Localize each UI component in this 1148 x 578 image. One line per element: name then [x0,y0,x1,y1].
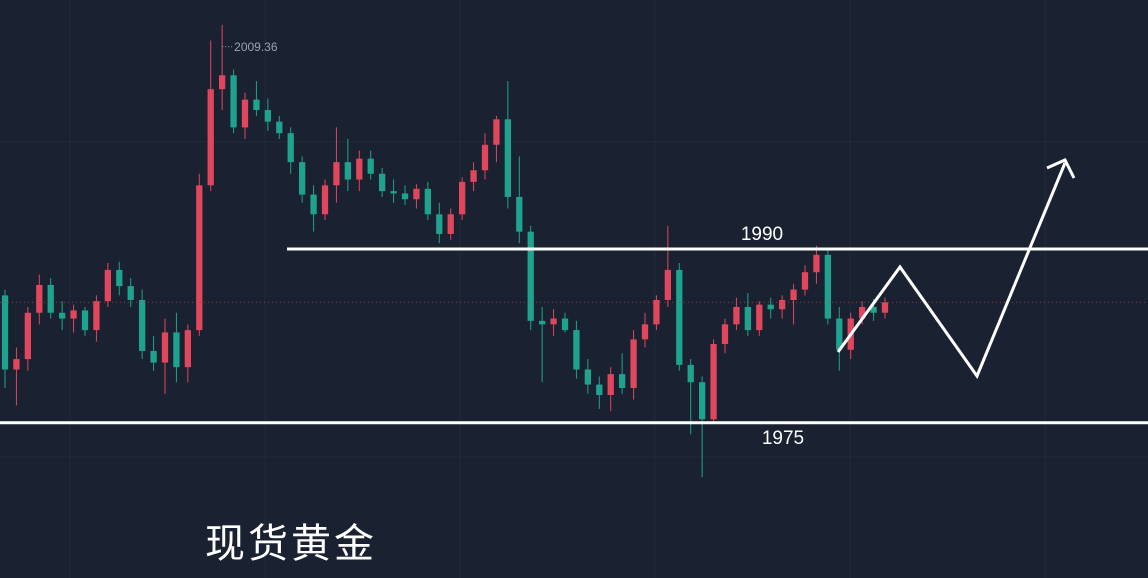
candle-body [287,133,294,163]
candle-body [333,162,340,186]
candle-body [230,75,237,128]
candle-body [664,269,671,301]
candle-body [733,306,740,325]
candle-body [379,173,386,192]
high-label: 2009.36 [234,40,278,54]
candle-body [13,359,20,370]
candle-body [687,364,694,383]
projection-arrowhead [1046,158,1076,179]
candle-body [70,310,77,319]
candle-body [241,99,249,128]
candle-body [264,110,271,122]
candle-body [550,318,557,325]
candle-body [321,185,329,215]
candle-body [493,119,500,145]
chart-title: 现货黄金 [205,521,377,566]
candle-body [127,286,134,301]
candle-body [584,369,591,385]
candle-body [481,144,489,171]
candle-body [310,194,317,215]
candle-body [710,344,717,420]
candle-body [836,318,843,350]
candle-body [447,214,454,234]
candle-body [470,170,477,182]
candle-body [790,289,797,301]
candle-body [81,310,89,331]
candle-body [721,324,729,345]
candle-body [504,119,511,197]
candle-body [424,188,431,215]
candle-body [801,272,809,290]
candle-body [161,332,169,363]
candle-body [859,306,866,319]
candle-body [367,158,374,174]
candle-body [47,284,54,313]
candle-body [401,193,409,200]
candle-body [93,301,100,331]
candle-body [813,254,820,273]
candle-body [699,382,706,420]
candle-body [870,306,877,313]
candle-body [116,269,123,287]
candle-body [459,181,466,215]
candle-body [527,231,534,321]
candle-body [139,300,146,351]
candle-body [619,374,626,389]
candle-body [59,312,66,319]
candle-body [539,320,546,325]
candle-body [36,284,43,313]
candle-body [824,254,831,319]
candle-body [207,89,214,186]
candle-body [641,324,649,340]
candle-body [653,300,660,325]
candle-body [276,121,283,134]
candle-body [299,162,306,195]
candle-body [344,162,351,180]
candle-body [184,330,191,368]
candle-body [356,158,363,180]
candle-body [744,306,751,331]
candles: 2009.36 [0,24,1148,478]
candle-body [756,304,763,331]
candle-body [150,350,157,363]
candle-body [219,75,226,90]
level-label: 1975 [762,428,804,449]
candle-body [630,339,637,389]
candle-body [573,330,580,370]
candle-body [516,196,523,232]
candle-body [413,188,420,200]
candle-body [196,185,203,331]
candle-body [767,304,774,310]
candle-body [607,374,614,395]
candle-body [779,300,786,310]
candle-body [561,318,569,331]
candle-body [596,384,603,395]
candle-body [104,269,111,302]
projection-path [836,162,1067,380]
candle-body [24,312,31,360]
candle-body [1,295,9,370]
candle-body [390,191,397,194]
candle-body [436,214,443,234]
candle-body [173,332,180,368]
candle-body [676,269,683,365]
level-label: 1990 [741,224,783,245]
candle-body [253,99,260,111]
candle-body [881,302,889,313]
